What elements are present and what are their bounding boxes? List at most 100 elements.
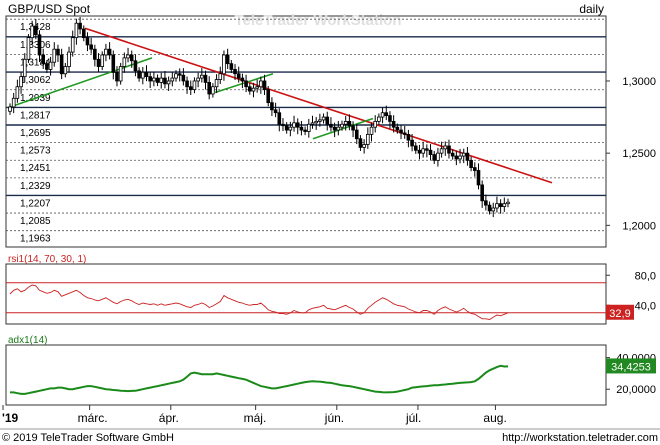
candle-body: [303, 129, 307, 132]
candle-body: [343, 120, 348, 125]
candle-body: [81, 28, 86, 39]
candle-body: [325, 116, 330, 125]
candle-body: [428, 149, 433, 156]
candle-body: [310, 122, 315, 125]
candle-body: [447, 145, 451, 154]
watermark: TeleTrader WorkStation: [235, 12, 402, 29]
adx-panel-frame: [5, 344, 607, 406]
candle-body: [233, 69, 237, 75]
candle-body: [425, 148, 429, 151]
candle-body: [8, 106, 12, 112]
candle-body: [159, 77, 164, 83]
candle-body: [185, 80, 189, 88]
y-tick-label: 1,3000: [622, 76, 656, 88]
candle-body: [443, 145, 448, 150]
candle-body: [384, 112, 389, 117]
candle-body: [329, 123, 333, 128]
candle-body: [93, 48, 97, 60]
level-label: 1,2817: [20, 110, 51, 121]
adx-value-badge: [606, 358, 656, 374]
candle-body: [26, 37, 31, 60]
candle-body: [222, 54, 226, 75]
candle-body: [406, 133, 411, 141]
adx-tick-label: 20,0000: [616, 384, 656, 396]
candle-body: [266, 89, 271, 104]
adx-title: adx1(14): [8, 335, 47, 346]
candle-body: [166, 80, 171, 85]
rsi-panel-frame: [5, 263, 607, 325]
candle-body: [45, 63, 49, 70]
candle-body: [196, 77, 200, 82]
candle-body: [48, 61, 53, 70]
candle-body: [15, 86, 20, 99]
adx-value-label: 34,4253: [611, 361, 651, 373]
support-trend-line: [214, 72, 274, 94]
candle-body: [118, 66, 123, 82]
candle-body: [240, 77, 245, 82]
candle-body: [140, 71, 145, 79]
candle-body: [391, 120, 396, 128]
candle-body: [262, 80, 267, 91]
candle-body: [465, 152, 470, 161]
x-tick-label: ápr.: [159, 411, 179, 425]
candle-body: [270, 102, 274, 111]
candle-body: [225, 54, 230, 65]
candle-body: [177, 73, 182, 76]
candle-body: [495, 203, 499, 209]
candle-series: [8, 17, 510, 218]
level-label: 1,2207: [20, 198, 51, 209]
candle-body: [148, 76, 152, 82]
candle-body: [487, 204, 492, 212]
candle-body: [144, 71, 149, 78]
candle-body: [52, 48, 57, 63]
candle-body: [281, 123, 285, 127]
candle-body: [41, 54, 45, 65]
rsi-title: rsi1(14, 70, 30, 1): [8, 254, 86, 265]
candle-body: [395, 126, 400, 131]
candle-body: [104, 48, 108, 56]
candle-body: [472, 167, 477, 171]
candle-body: [318, 119, 322, 122]
candle-body: [122, 57, 127, 67]
rsi-value-badge: [606, 304, 634, 320]
candle-body: [22, 58, 27, 78]
candle-body: [129, 54, 134, 62]
candle-body: [491, 207, 496, 212]
candle-body: [417, 149, 422, 154]
rsi-tick-label: 80,0: [635, 270, 656, 282]
candle-body: [63, 66, 68, 75]
candle-body: [137, 70, 141, 79]
candle-body: [181, 74, 186, 82]
candle-body: [170, 77, 175, 82]
candle-body: [214, 79, 219, 88]
support-trend-line: [312, 117, 374, 140]
candle-body: [476, 170, 481, 186]
candle-body: [336, 126, 341, 131]
candle-body: [244, 80, 248, 88]
candle-body: [454, 155, 459, 160]
candle-body: [192, 80, 197, 91]
rsi-tick-label: 40,0: [635, 300, 656, 312]
panel-frames: [5, 15, 607, 406]
resistance-trend-line: [84, 27, 553, 184]
candle-body: [432, 154, 437, 161]
candle-body: [200, 74, 204, 79]
x-tick-label: aug.: [483, 411, 506, 425]
candle-body: [299, 126, 304, 131]
source-url[interactable]: http://workstation.teletrader.com: [502, 432, 658, 444]
candle-body: [436, 152, 440, 161]
candle-body: [277, 112, 282, 125]
candle-body: [480, 184, 484, 202]
candle-body: [11, 97, 16, 108]
candle-body: [388, 115, 392, 122]
candle-body: [67, 51, 71, 67]
level-label: 1,1963: [20, 234, 51, 245]
candle-body: [273, 109, 278, 114]
candle-body: [70, 37, 75, 53]
candle-body: [362, 144, 366, 148]
candle-body: [410, 139, 414, 147]
candle-body: [506, 201, 510, 205]
candle-body: [107, 48, 112, 56]
candle-body: [96, 58, 101, 67]
candle-body: [421, 148, 425, 154]
